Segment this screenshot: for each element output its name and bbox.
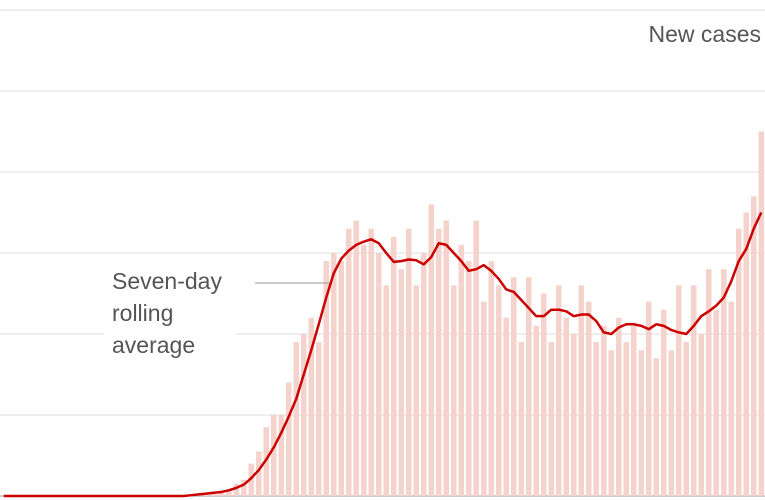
bar [368,228,375,496]
bar [270,415,277,496]
bar [570,334,577,496]
bar [660,309,667,496]
bar [533,325,540,496]
bar [518,342,525,496]
bar [630,325,637,496]
bar [375,253,382,496]
bar [353,220,360,496]
bar [450,285,457,496]
bar [728,301,735,496]
bar [683,342,690,496]
bar [653,358,660,496]
bar [443,220,450,496]
bar [743,212,750,496]
bar [510,277,517,496]
bar [563,317,570,496]
bar [458,244,465,496]
bar [720,269,727,496]
bar [600,325,607,496]
bar [308,317,315,496]
bar [330,253,337,496]
bar [593,342,600,496]
bar [420,253,427,496]
bar [293,342,300,496]
bar [735,228,742,496]
bar [465,261,472,496]
bar [233,483,240,496]
bar [488,261,495,496]
line-series-label: Seven-day rolling average [104,265,236,365]
bar [383,285,390,496]
bar [585,301,592,496]
bar [473,220,480,496]
bar [608,350,615,496]
bar [623,342,630,496]
bar [495,285,502,496]
bar [690,285,697,496]
bar [413,285,420,496]
bar [480,301,487,496]
bar [300,334,307,496]
bar [705,269,712,496]
bar [540,293,547,496]
bar [750,196,757,497]
bar [338,261,345,496]
bar [345,228,352,496]
bar [255,451,262,496]
bar [668,350,675,496]
bar [240,479,247,496]
bar [615,317,622,496]
bar [398,269,405,496]
bar [503,317,510,496]
bar [315,342,322,496]
bar [548,342,555,496]
line [3,211,763,498]
bar [578,285,585,496]
bar [225,489,232,496]
bar [758,131,765,496]
bar [360,244,367,496]
bar [645,301,652,496]
bar [713,309,720,496]
bar-series-label: New cases [642,18,761,50]
bar [638,350,645,496]
bar [285,382,292,496]
bar [428,204,435,496]
bar [435,228,442,496]
bar [218,491,225,496]
bar [323,261,330,496]
bar [405,228,412,496]
bar [698,334,705,496]
bar [525,277,532,496]
bar [390,236,397,497]
bar [675,285,682,496]
bar [555,285,562,496]
bar [278,415,285,496]
